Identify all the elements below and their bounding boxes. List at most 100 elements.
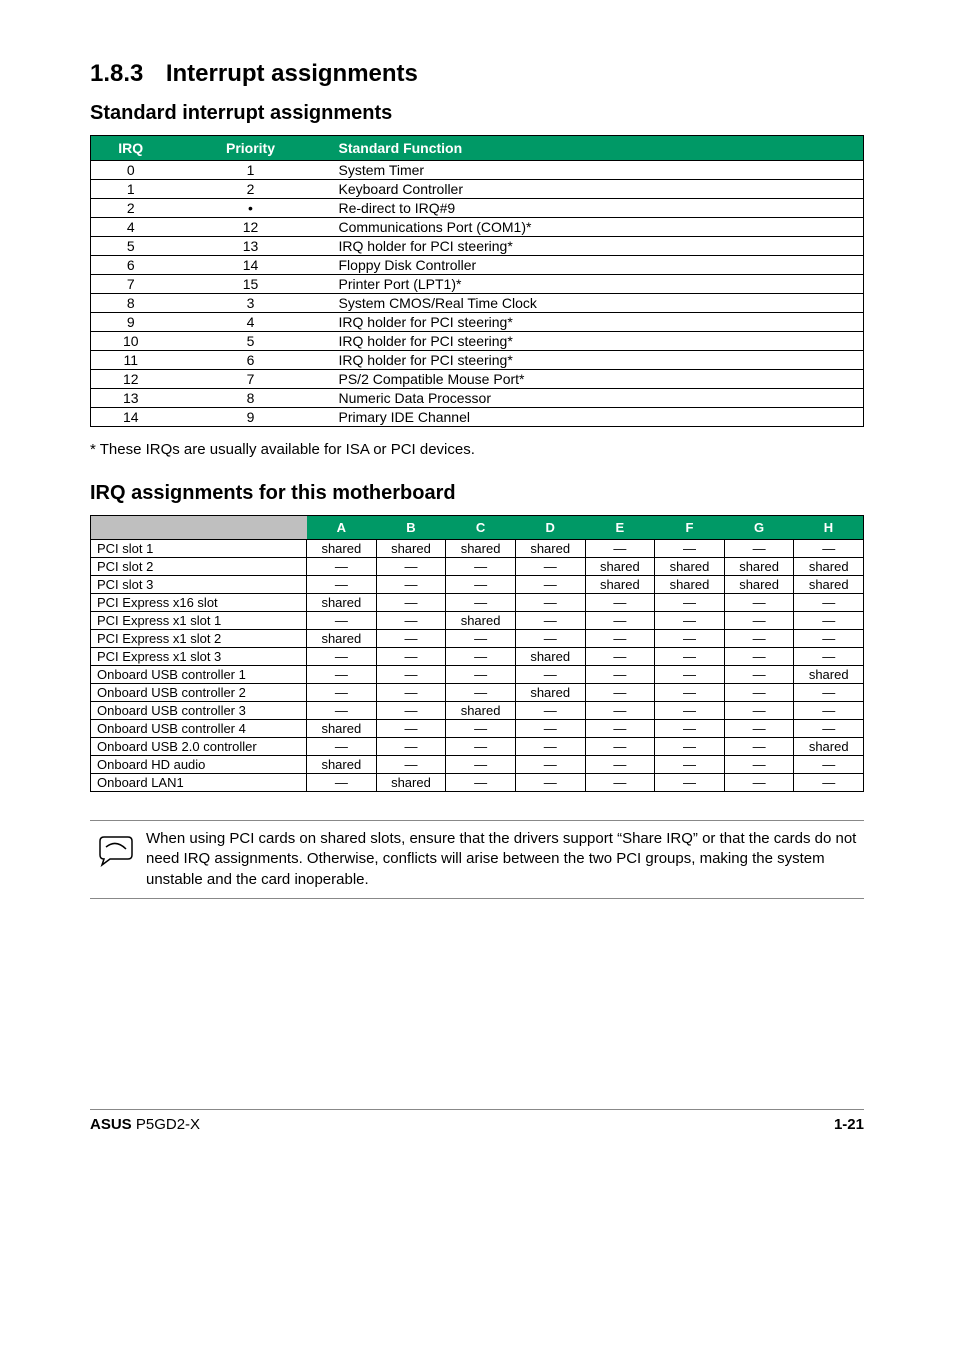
- mb-cell: —: [307, 738, 377, 756]
- function-cell: Floppy Disk Controller: [331, 256, 864, 275]
- table-row: 127PS/2 Compatible Mouse Port*: [91, 370, 864, 389]
- mb-cell: —: [515, 612, 585, 630]
- table-row: 149Primary IDE Channel: [91, 408, 864, 427]
- footer-page: 1-21: [834, 1116, 864, 1133]
- priority-cell: •: [171, 199, 331, 218]
- irq-cell: 8: [91, 294, 171, 313]
- mb-cell: —: [794, 684, 864, 702]
- mb-cell: —: [655, 612, 725, 630]
- mb-cell: —: [585, 630, 655, 648]
- priority-cell: 14: [171, 256, 331, 275]
- mb-cell: —: [446, 576, 516, 594]
- table-row: 12Keyboard Controller: [91, 180, 864, 199]
- irq-table: IRQ Priority Standard Function 01System …: [90, 135, 864, 427]
- mb-cell: —: [724, 756, 794, 774]
- mb-cell: —: [655, 666, 725, 684]
- function-cell: Communications Port (COM1)*: [331, 218, 864, 237]
- mb-cell: —: [376, 738, 446, 756]
- mb-cell: shared: [446, 540, 516, 558]
- priority-cell: 8: [171, 389, 331, 408]
- mb-cell: —: [655, 648, 725, 666]
- mb-cell: shared: [307, 540, 377, 558]
- mb-cell: —: [446, 774, 516, 792]
- mb-cell: shared: [446, 612, 516, 630]
- table-row: PCI slot 3————sharedsharedsharedshared: [91, 576, 864, 594]
- mb-cell: —: [446, 594, 516, 612]
- mb-cell: —: [376, 756, 446, 774]
- heading-row: 1.8.3 Interrupt assignments: [90, 60, 864, 88]
- note-block: When using PCI cards on shared slots, en…: [90, 820, 864, 899]
- mb-col-header: C: [446, 516, 516, 540]
- mb-cell: —: [446, 738, 516, 756]
- mb-cell: —: [794, 630, 864, 648]
- mb-cell: —: [724, 648, 794, 666]
- mb-cell: —: [446, 630, 516, 648]
- mb-cell: shared: [724, 558, 794, 576]
- device-cell: Onboard USB controller 3: [91, 702, 307, 720]
- subheading-1: Standard interrupt assignments: [90, 102, 864, 125]
- mb-cell: —: [585, 612, 655, 630]
- mb-cell: —: [655, 720, 725, 738]
- mb-cell: —: [515, 774, 585, 792]
- table-row: Onboard USB controller 2———shared————: [91, 684, 864, 702]
- mb-cell: —: [655, 540, 725, 558]
- mb-cell: —: [585, 720, 655, 738]
- mb-cell: —: [585, 756, 655, 774]
- mb-cell: —: [585, 648, 655, 666]
- mb-cell: —: [515, 738, 585, 756]
- mb-cell: —: [585, 666, 655, 684]
- mb-cell: shared: [794, 738, 864, 756]
- priority-cell: 7: [171, 370, 331, 389]
- mb-cell: shared: [724, 576, 794, 594]
- mb-cell: —: [446, 756, 516, 774]
- mb-cell: shared: [376, 774, 446, 792]
- section-number: 1.8.3: [90, 60, 143, 88]
- table-row: PCI Express x16 slotshared———————: [91, 594, 864, 612]
- mb-cell: —: [794, 594, 864, 612]
- device-cell: PCI Express x1 slot 1: [91, 612, 307, 630]
- table-row: 94IRQ holder for PCI steering*: [91, 313, 864, 332]
- mb-cell: —: [655, 774, 725, 792]
- irq-header-irq: IRQ: [91, 136, 171, 161]
- mb-cell: —: [515, 702, 585, 720]
- device-cell: Onboard LAN1: [91, 774, 307, 792]
- mb-cell: —: [655, 702, 725, 720]
- note-text: When using PCI cards on shared slots, en…: [146, 829, 864, 890]
- mb-col-header: D: [515, 516, 585, 540]
- mb-col-header: G: [724, 516, 794, 540]
- device-cell: PCI Express x1 slot 3: [91, 648, 307, 666]
- mb-cell: shared: [794, 558, 864, 576]
- footer-left: ASUS P5GD2-X: [90, 1116, 200, 1133]
- mb-cell: —: [585, 594, 655, 612]
- device-cell: Onboard HD audio: [91, 756, 307, 774]
- priority-cell: 1: [171, 161, 331, 180]
- function-cell: Primary IDE Channel: [331, 408, 864, 427]
- mb-cell: —: [794, 756, 864, 774]
- mb-cell: —: [724, 666, 794, 684]
- mb-cell: —: [724, 738, 794, 756]
- mb-cell: —: [376, 576, 446, 594]
- table-row: 715Printer Port (LPT1)*: [91, 275, 864, 294]
- irq-cell: 5: [91, 237, 171, 256]
- irq-cell: 6: [91, 256, 171, 275]
- mb-cell: —: [376, 594, 446, 612]
- mb-cell: —: [446, 684, 516, 702]
- mb-cell: —: [446, 666, 516, 684]
- mb-cell: —: [446, 648, 516, 666]
- table-row: 2•Re-direct to IRQ#9: [91, 199, 864, 218]
- mb-cell: shared: [446, 702, 516, 720]
- mb-cell: shared: [655, 558, 725, 576]
- mb-cell: —: [794, 540, 864, 558]
- mb-cell: —: [376, 720, 446, 738]
- mb-cell: —: [585, 738, 655, 756]
- irq-cell: 0: [91, 161, 171, 180]
- irq-cell: 4: [91, 218, 171, 237]
- irq-header-priority: Priority: [171, 136, 331, 161]
- device-cell: PCI slot 2: [91, 558, 307, 576]
- mb-cell: —: [376, 558, 446, 576]
- mb-cell: —: [794, 720, 864, 738]
- mb-cell: —: [376, 684, 446, 702]
- page-footer: ASUS P5GD2-X 1-21: [90, 1109, 864, 1133]
- mb-col-header: A: [307, 516, 377, 540]
- table-row: PCI Express x1 slot 1——shared—————: [91, 612, 864, 630]
